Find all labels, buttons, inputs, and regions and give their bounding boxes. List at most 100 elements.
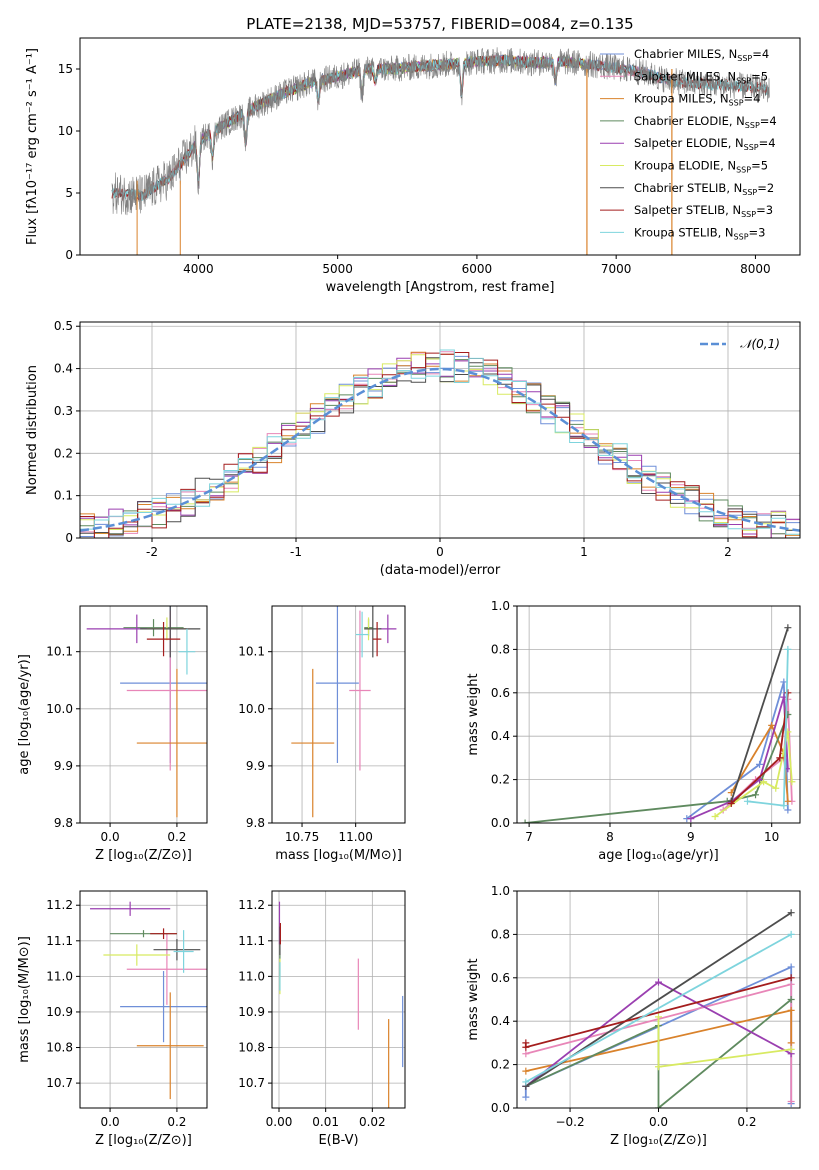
mass-weight-marker xyxy=(655,1104,662,1108)
legend-subscript: SSP xyxy=(744,143,759,152)
plot-area xyxy=(278,901,404,1108)
plot-area xyxy=(86,606,207,818)
gaussian-curve xyxy=(80,367,800,532)
legend-equals: = xyxy=(751,69,761,83)
mass-weight-marker xyxy=(711,812,719,820)
x-axis-label: E(B-V) xyxy=(318,1133,358,1148)
y-tick-label: 0.4 xyxy=(491,729,510,743)
plot-area xyxy=(291,606,397,818)
legend-label: Chabrier STELIB, NSSP=2 xyxy=(634,181,774,197)
mass-weight-marker xyxy=(655,1063,662,1071)
mass-weight-marker xyxy=(727,799,735,807)
mass-weight-marker xyxy=(787,1039,795,1047)
legend-subscript: SSP xyxy=(745,121,760,130)
y-tick-label: 10.9 xyxy=(238,1005,265,1019)
legend-n: 3 xyxy=(758,225,765,239)
x-axis-label: Z [log₁₀(Z/Z⊙)] xyxy=(610,1133,707,1148)
x-tick-label: -1 xyxy=(290,545,302,559)
legend-n: 5 xyxy=(761,69,768,83)
legend-label: Chabrier ELODIE, NSSP=4 xyxy=(634,114,777,130)
axes-frame xyxy=(79,890,208,1109)
y-tick-label: 0.1 xyxy=(54,489,73,503)
legend-subscript: SSP xyxy=(734,232,749,241)
y-tick-label: 0.4 xyxy=(491,1014,510,1028)
y-tick-label: 9.9 xyxy=(54,759,73,773)
y-tick-label: 10.0 xyxy=(238,702,265,716)
mass-weight-marker xyxy=(787,909,795,917)
legend-text: Chabrier MILES, N xyxy=(634,47,737,61)
mass-weight-marker xyxy=(784,689,792,697)
mass-weight-marker xyxy=(788,778,796,786)
x-tick-label: 0.2 xyxy=(167,830,186,844)
x-tick-label: 7 xyxy=(525,830,533,844)
mass-weight-marker xyxy=(784,797,792,805)
y-tick-label: 10.7 xyxy=(238,1076,265,1090)
y-tick-label: 1.0 xyxy=(491,599,510,613)
mass-weight-marker xyxy=(787,963,795,971)
legend-text: Salpeter MILES, N xyxy=(634,69,736,83)
legend-equals: = xyxy=(760,114,770,128)
x-tick-label: 6000 xyxy=(462,262,493,276)
legend-label: Salpeter STELIB, NSSP=3 xyxy=(634,203,773,219)
mass-weight-marker xyxy=(784,624,792,632)
y-tick-label: 9.8 xyxy=(246,816,265,830)
mass-weight-marker xyxy=(521,819,529,823)
mass-weight-marker xyxy=(655,1013,662,1021)
mass-weight-marker xyxy=(787,980,795,988)
y-tick-label: 0.8 xyxy=(491,927,510,941)
x-tick-label: 8000 xyxy=(740,262,771,276)
y-tick-label: 0.2 xyxy=(54,446,73,460)
plot-area xyxy=(90,901,207,1100)
x-tick-label: 11.00 xyxy=(338,830,372,844)
legend-label: 𝒩(0,1) xyxy=(740,337,780,351)
mass-weight-marker xyxy=(522,1043,530,1051)
x-tick-label: -2 xyxy=(146,545,158,559)
plot-area xyxy=(522,909,795,1108)
y-axis-label: mass weight xyxy=(466,958,481,1040)
mass-weight-marker xyxy=(655,978,662,986)
legend-n: 3 xyxy=(766,203,773,217)
mass-weight-marker xyxy=(787,1097,795,1105)
axes-frame xyxy=(79,37,801,256)
age-z-panel: 0.0 0.2 9.8 9.9 10.0 10.1 Z [log₁₀(Z/Z⊙)] age [… xyxy=(17,605,208,863)
x-axis-label: (data-model)/error xyxy=(380,563,501,578)
x-tick-label: 0.02 xyxy=(359,1115,386,1129)
legend-n: 2 xyxy=(767,181,774,195)
legend-subscript: SSP xyxy=(736,166,751,175)
mass-weight-marker xyxy=(787,996,795,1003)
weight-z-panel: −0.2 0.0 0.2 0.0 0.2 0.4 0.6 0.8 1.0 Z [log₁₀(Z/Z… xyxy=(466,884,801,1148)
legend-text: Chabrier STELIB, N xyxy=(634,181,742,195)
y-tick-label: 11.2 xyxy=(46,898,73,912)
legend-label: Kroupa ELODIE, NSSP=5 xyxy=(634,159,768,175)
legend-label: Kroupa STELIB, NSSP=3 xyxy=(634,225,766,241)
y-tick-label: 0.0 xyxy=(491,816,510,830)
x-tick-label: 8 xyxy=(606,830,614,844)
y-axis-label: age [log₁₀(age/yr)] xyxy=(17,654,32,775)
y-tick-label: 9.9 xyxy=(246,759,265,773)
residual-histogram xyxy=(80,349,800,535)
legend-text: Chabrier ELODIE, N xyxy=(634,114,745,128)
weight-age-panel: 7 8 9 10 0.0 0.2 0.4 0.6 0.8 1.0 age [log₁₀(age/yr… xyxy=(466,599,801,863)
mass-weight-marker xyxy=(784,806,792,814)
axes-frame xyxy=(516,605,801,824)
mass-weight-marker xyxy=(522,1078,530,1086)
y-tick-label: 10.8 xyxy=(238,1041,265,1055)
mass-weight-marker xyxy=(522,1067,530,1075)
axes-frame xyxy=(271,605,406,824)
y-tick-label: 0 xyxy=(65,531,73,545)
residual-histogram xyxy=(80,357,800,535)
x-tick-label: 7000 xyxy=(601,262,632,276)
y-tick-label: 10.7 xyxy=(46,1076,73,1090)
x-tick-label: 2 xyxy=(724,545,732,559)
legend-subscript: SSP xyxy=(741,210,756,219)
y-axis-label: mass [log₁₀(M/M⊙)] xyxy=(17,936,32,1063)
mass-weight-marker xyxy=(756,760,764,768)
x-tick-label: 4000 xyxy=(183,262,214,276)
mass-weight-marker xyxy=(522,1050,530,1058)
mass-weight-marker xyxy=(784,645,792,653)
legend-equals: = xyxy=(752,47,762,61)
legend-n: 4 xyxy=(762,47,769,61)
plot-area xyxy=(521,624,796,823)
plot-area xyxy=(111,47,770,255)
legend-equals: = xyxy=(759,136,769,150)
